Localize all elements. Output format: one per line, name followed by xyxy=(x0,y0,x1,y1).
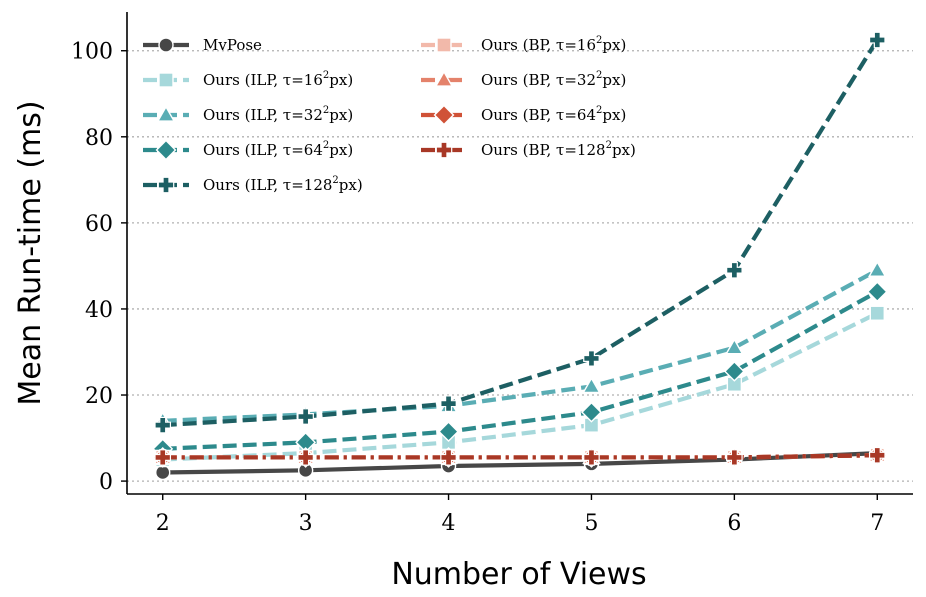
legend-entry: Ours (BP, τ=322px) xyxy=(421,70,626,89)
data-point xyxy=(154,449,172,466)
x-tick-label: 7 xyxy=(870,511,884,536)
legend-swatch-marker xyxy=(435,141,453,159)
data-point xyxy=(868,260,887,277)
legend-swatch-marker xyxy=(155,139,177,161)
data-point xyxy=(438,421,459,443)
legend-swatch-marker xyxy=(156,105,176,122)
legend-entry: Ours (ILP, τ=162px) xyxy=(143,70,353,89)
legend-swatch-marker xyxy=(433,104,455,126)
series-line-8 xyxy=(162,453,878,460)
y-tick-label: 20 xyxy=(85,384,113,409)
gridlines xyxy=(127,50,913,482)
x-tick-label: 4 xyxy=(442,511,456,536)
legend-swatch-marker xyxy=(434,70,454,87)
legend-entry: Ours (BP, τ=642px) xyxy=(421,104,626,126)
legend-label: MvPose xyxy=(203,36,262,54)
series-line-1 xyxy=(162,311,879,462)
series-4 xyxy=(154,31,886,434)
x-axis-title: Number of Views xyxy=(391,557,646,592)
y-tick-label: 40 xyxy=(85,298,113,323)
legend-label: Ours (BP, τ=162px) xyxy=(481,35,626,54)
legend-entry: MvPose xyxy=(143,36,262,54)
legend-swatch-marker xyxy=(158,72,174,88)
data-point xyxy=(440,449,457,466)
data-point xyxy=(726,261,743,279)
axes xyxy=(126,12,913,495)
data-point xyxy=(725,338,744,355)
legend-entry: Ours (BP, τ=162px) xyxy=(421,35,626,54)
series-layer xyxy=(152,31,888,481)
data-point xyxy=(154,416,172,434)
data-point xyxy=(297,449,314,466)
y-tick-label: 60 xyxy=(85,212,113,237)
series-8 xyxy=(154,446,886,466)
series-2 xyxy=(153,260,887,428)
legend-label: Ours (BP, τ=642px) xyxy=(481,105,626,124)
data-point xyxy=(868,31,886,49)
data-point xyxy=(868,446,886,464)
series-line-2 xyxy=(162,268,879,423)
data-point xyxy=(582,376,601,394)
x-tick-label: 5 xyxy=(584,511,598,536)
legend-swatch-marker xyxy=(436,37,452,53)
series-0 xyxy=(155,445,885,481)
legend-entry: Ours (BP, τ=1282px) xyxy=(421,140,636,159)
y-tick-label: 100 xyxy=(71,40,113,65)
legend-swatch-marker xyxy=(158,37,174,53)
data-point xyxy=(583,350,600,367)
data-point xyxy=(866,281,888,303)
y-tick-label: 0 xyxy=(99,470,113,495)
y-axis-title: Mean Run-time (ms) xyxy=(13,100,48,405)
legend-label: Ours (BP, τ=322px) xyxy=(481,70,626,89)
data-point xyxy=(723,360,745,382)
tick-labels: 2 3 4 5 6 7 0 20 40 60 80 100 xyxy=(71,40,884,536)
legend-label: Ours (ILP, τ=322px) xyxy=(203,105,353,124)
series-line-3 xyxy=(162,289,879,451)
series-line-4 xyxy=(162,38,880,428)
x-tick-label: 3 xyxy=(299,511,313,536)
legend-label: Ours (ILP, τ=642px) xyxy=(203,140,353,159)
legend-entry: Ours (ILP, τ=642px) xyxy=(143,139,353,161)
x-tick-label: 6 xyxy=(727,511,741,536)
y-tick-label: 80 xyxy=(85,126,113,151)
legend: MvPose Ours (ILP, τ=162px) Ours (ILP, τ=32… xyxy=(143,35,636,194)
data-point xyxy=(440,395,457,412)
data-point xyxy=(726,449,743,466)
legend-label: Ours (ILP, τ=1282px) xyxy=(203,175,363,194)
data-point xyxy=(297,408,314,425)
legend-entry: Ours (ILP, τ=322px) xyxy=(143,105,353,124)
data-point xyxy=(583,449,600,466)
data-point xyxy=(581,401,602,423)
legend-swatch-marker xyxy=(157,176,175,194)
data-point xyxy=(869,305,885,321)
x-tick-label: 2 xyxy=(156,511,170,536)
legend-label: Ours (ILP, τ=162px) xyxy=(203,70,353,89)
legend-label: Ours (BP, τ=1282px) xyxy=(481,140,636,159)
series-3 xyxy=(152,281,888,460)
legend-entry: Ours (ILP, τ=1282px) xyxy=(143,175,363,194)
